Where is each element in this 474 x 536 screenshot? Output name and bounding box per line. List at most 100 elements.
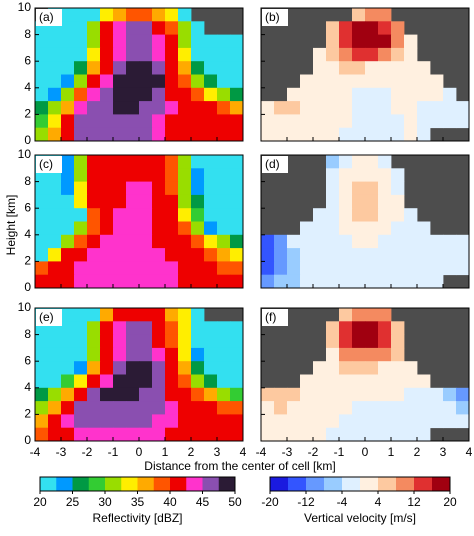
heatmap-cell bbox=[217, 61, 231, 75]
heatmap-cell bbox=[365, 101, 379, 115]
heatmap-cell bbox=[48, 234, 62, 249]
heatmap-cell bbox=[204, 87, 218, 102]
heatmap-cell bbox=[48, 194, 62, 209]
heatmap-cell bbox=[339, 208, 353, 222]
heatmap-cell bbox=[287, 274, 301, 289]
heatmap-cell bbox=[404, 114, 418, 129]
heatmap-cell bbox=[230, 74, 244, 89]
colorbar-tick-label: 20 bbox=[443, 495, 457, 509]
y-tick-label: 10 bbox=[18, 300, 32, 314]
colorbar-segment bbox=[72, 477, 90, 491]
heatmap-cell bbox=[391, 401, 405, 415]
heatmap-cell bbox=[61, 274, 75, 289]
panel-label-box bbox=[262, 9, 288, 26]
heatmap-cell bbox=[152, 427, 166, 442]
heatmap-cell bbox=[352, 387, 366, 402]
heatmap-cell bbox=[178, 87, 192, 102]
heatmap-cell bbox=[443, 414, 457, 429]
heatmap-cell bbox=[365, 427, 379, 442]
heatmap-cell bbox=[217, 101, 231, 115]
heatmap-cell bbox=[365, 374, 379, 389]
heatmap-cell bbox=[417, 387, 431, 402]
colorbar-segment bbox=[56, 477, 73, 491]
heatmap-cell bbox=[74, 47, 88, 62]
x-tick-label: -1 bbox=[108, 445, 119, 459]
heatmap-cell bbox=[313, 387, 327, 402]
heatmap-cell bbox=[139, 401, 153, 415]
heatmap-cell bbox=[126, 21, 140, 35]
heatmap-cell bbox=[165, 308, 179, 322]
heatmap-cell bbox=[352, 87, 366, 102]
heatmap-cell bbox=[352, 47, 366, 62]
heatmap-cell bbox=[100, 234, 114, 249]
heatmap-cell bbox=[74, 248, 88, 262]
heatmap-cell bbox=[61, 34, 75, 49]
heatmap-cell bbox=[230, 208, 244, 222]
heatmap-cell bbox=[87, 248, 101, 262]
heatmap-cell bbox=[417, 427, 431, 442]
heatmap-cell bbox=[217, 208, 231, 222]
heatmap-cell bbox=[230, 427, 244, 442]
heatmap-cell bbox=[313, 221, 327, 236]
heatmap-cell bbox=[365, 114, 379, 129]
heatmap-cell bbox=[456, 401, 470, 415]
heatmap-cell bbox=[165, 248, 179, 262]
x-tick-label: -3 bbox=[56, 445, 67, 459]
heatmap-cell bbox=[391, 47, 405, 62]
heatmap-cell bbox=[191, 334, 205, 349]
heatmap-cell bbox=[339, 155, 353, 169]
heatmap-cell bbox=[365, 221, 379, 236]
heatmap-cell bbox=[48, 221, 62, 236]
heatmap-cell bbox=[113, 374, 127, 389]
heatmap-cell bbox=[443, 87, 457, 102]
heatmap-cell bbox=[217, 334, 231, 349]
heatmap-cell bbox=[326, 181, 340, 196]
heatmap-cell bbox=[126, 374, 140, 389]
heatmap-cell bbox=[230, 347, 244, 362]
heatmap-cell bbox=[417, 374, 431, 389]
heatmap-cell bbox=[378, 361, 392, 375]
heatmap-cell bbox=[430, 401, 444, 415]
heatmap-cell bbox=[391, 361, 405, 375]
heatmap-cell bbox=[139, 194, 153, 209]
heatmap-cell bbox=[100, 427, 114, 442]
heatmap-cell bbox=[204, 427, 218, 442]
heatmap-cell bbox=[404, 361, 418, 375]
heatmap-cell bbox=[74, 87, 88, 102]
heatmap-cell bbox=[178, 234, 192, 249]
heatmap-cell bbox=[126, 155, 140, 169]
heatmap-cell bbox=[313, 234, 327, 249]
heatmap-cell bbox=[178, 155, 192, 169]
heatmap-cell bbox=[126, 414, 140, 429]
heatmap-cell bbox=[191, 321, 205, 335]
heatmap-cell bbox=[35, 361, 49, 375]
y-axis-label: Height [km] bbox=[4, 195, 18, 256]
colorbar-segment bbox=[121, 477, 138, 491]
heatmap-cell bbox=[87, 334, 101, 349]
x-tick-label: -3 bbox=[282, 445, 293, 459]
heatmap-cell bbox=[178, 194, 192, 209]
heatmap-cell bbox=[339, 101, 353, 115]
heatmap-cell bbox=[274, 127, 288, 142]
heatmap-cell bbox=[326, 155, 340, 169]
heatmap-cell bbox=[217, 361, 231, 375]
heatmap-cell bbox=[87, 414, 101, 429]
heatmap-cell bbox=[165, 208, 179, 222]
heatmap-cell bbox=[113, 61, 127, 75]
heatmap-cell bbox=[113, 87, 127, 102]
heatmap-cell bbox=[48, 248, 62, 262]
heatmap-cell bbox=[261, 101, 275, 115]
heatmap-cell bbox=[48, 74, 62, 89]
heatmap-cell bbox=[48, 261, 62, 276]
heatmap-cell bbox=[230, 374, 244, 389]
heatmap-cell bbox=[339, 21, 353, 35]
panel-label-box bbox=[36, 309, 62, 326]
heatmap-cell bbox=[378, 181, 392, 196]
heatmap-cell bbox=[365, 168, 379, 182]
heatmap-cell bbox=[326, 248, 340, 262]
heatmap-cell bbox=[352, 374, 366, 389]
heatmap-cell bbox=[61, 401, 75, 415]
heatmap-cell bbox=[204, 127, 218, 142]
x-tick-label: 3 bbox=[214, 445, 221, 459]
heatmap-cell bbox=[313, 87, 327, 102]
